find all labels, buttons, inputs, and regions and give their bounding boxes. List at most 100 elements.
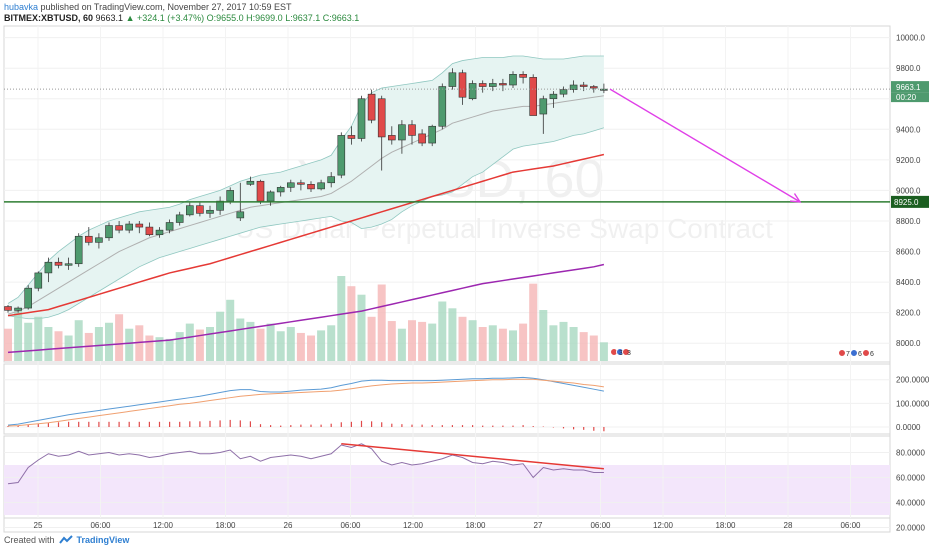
author-link[interactable]: hubavka: [4, 2, 39, 12]
symbol-label[interactable]: BITMEX:XBTUSD, 60: [4, 13, 94, 23]
event-count: 7: [846, 351, 850, 358]
volume-bar: [488, 325, 497, 361]
volume-bar: [357, 294, 366, 361]
high-label: H:: [246, 13, 256, 23]
rsi-tick-label: 80.0000: [896, 449, 925, 458]
candle: [488, 78, 497, 92]
candle-body: [246, 180, 255, 185]
candle: [549, 91, 558, 108]
candle: [307, 181, 315, 192]
level-label-bg: [891, 195, 929, 208]
candle-body: [266, 191, 275, 202]
close-label: C:: [322, 13, 332, 23]
candle: [115, 220, 123, 234]
volume-bar: [509, 330, 517, 361]
candle: [337, 132, 346, 179]
candle-body: [24, 287, 33, 309]
candle: [327, 172, 336, 188]
candle-body: [276, 187, 285, 193]
volume-bar: [377, 284, 386, 361]
macd-pane[interactable]: [3, 363, 891, 435]
candle: [165, 219, 174, 234]
volume-bar: [307, 335, 315, 361]
volume-bar: [337, 276, 346, 361]
flag-icon[interactable]: [850, 349, 858, 357]
rsi-tick-label: 40.0000: [896, 499, 925, 508]
event-markers-2[interactable]: 7 6 6: [838, 349, 875, 359]
flag-icon[interactable]: [622, 348, 630, 356]
bollinger-upper: [7, 55, 604, 304]
projection-arrow[interactable]: [609, 88, 802, 203]
open-label: O:: [206, 13, 217, 23]
volume-bar: [579, 332, 588, 361]
candle-body: [115, 225, 123, 231]
volume-bar: [478, 327, 487, 361]
volume-bar: [115, 314, 124, 361]
event-markers-1[interactable]: 3 3: [610, 348, 632, 358]
candle: [246, 176, 255, 186]
macd-line: [7, 376, 604, 426]
horizontal-level[interactable]: 8925.0: [4, 88, 929, 208]
created-with-label: Created with: [4, 535, 55, 545]
macd-series: [7, 376, 605, 432]
volume-bar: [155, 337, 164, 361]
candle-body: [105, 225, 113, 239]
volume-bar: [317, 330, 326, 361]
arrow-line: [609, 88, 801, 203]
volume-bar: [165, 338, 174, 361]
time-axis-pane[interactable]: [3, 517, 891, 533]
time-tick-label: 18:00: [465, 521, 486, 530]
volume-bar: [4, 328, 12, 361]
time-tick-label: 27: [534, 521, 543, 530]
candle-body: [539, 98, 548, 115]
candle-body: [499, 83, 507, 86]
candle-body: [569, 84, 578, 90]
event-count: 6: [858, 351, 862, 358]
volume-bar: [185, 323, 194, 361]
time-tick-label: 18:00: [715, 521, 736, 530]
time-tick-label: 06:00: [340, 521, 361, 530]
time-tick-label: 12:00: [153, 521, 174, 530]
volume-bar: [266, 323, 275, 361]
candle-body: [579, 84, 588, 87]
candle-body: [418, 133, 426, 144]
candle-body: [509, 74, 517, 86]
flag-icon[interactable]: [838, 349, 846, 357]
flag-icon[interactable]: [862, 349, 870, 357]
volume-bar: [276, 331, 285, 361]
volume-bar: [408, 320, 416, 361]
candle: [64, 257, 73, 270]
volume-bar: [549, 325, 558, 361]
volume-bar: [44, 327, 53, 361]
time-tick-label: 26: [284, 521, 293, 530]
volume-bar: [367, 316, 376, 361]
tradingview-brand[interactable]: TradingView: [76, 535, 130, 545]
candle-body: [175, 214, 184, 223]
candle: [347, 126, 356, 145]
publish-info: published on TradingView.com, November 2…: [40, 2, 292, 12]
volume-bar: [216, 311, 225, 361]
volume-bar: [438, 301, 447, 361]
volume-bar: [589, 335, 598, 361]
candle: [398, 120, 406, 154]
candle-body: [398, 124, 406, 141]
candle: [600, 83, 608, 94]
ma-short-line: [7, 95, 604, 315]
event-count: 3: [627, 350, 631, 357]
candle: [105, 222, 113, 241]
candle: [266, 190, 275, 206]
volume-bar: [175, 332, 184, 361]
volume-bar: [94, 327, 103, 361]
volume-bar: [458, 316, 467, 361]
candle: [509, 71, 517, 89]
candle-body: [549, 93, 558, 100]
candle-body: [428, 125, 437, 144]
candle-body: [216, 200, 224, 211]
price-tick-label: 8600.0: [896, 248, 921, 257]
candle-body: [44, 261, 53, 274]
countdown-badge: [891, 92, 929, 103]
volume-bar: [498, 328, 507, 361]
symbol-header: BITMEX:XBTUSD, 60 9663.1 ▲ +324.1 (+3.47…: [4, 13, 359, 23]
low-value: 9637.1: [292, 13, 321, 23]
